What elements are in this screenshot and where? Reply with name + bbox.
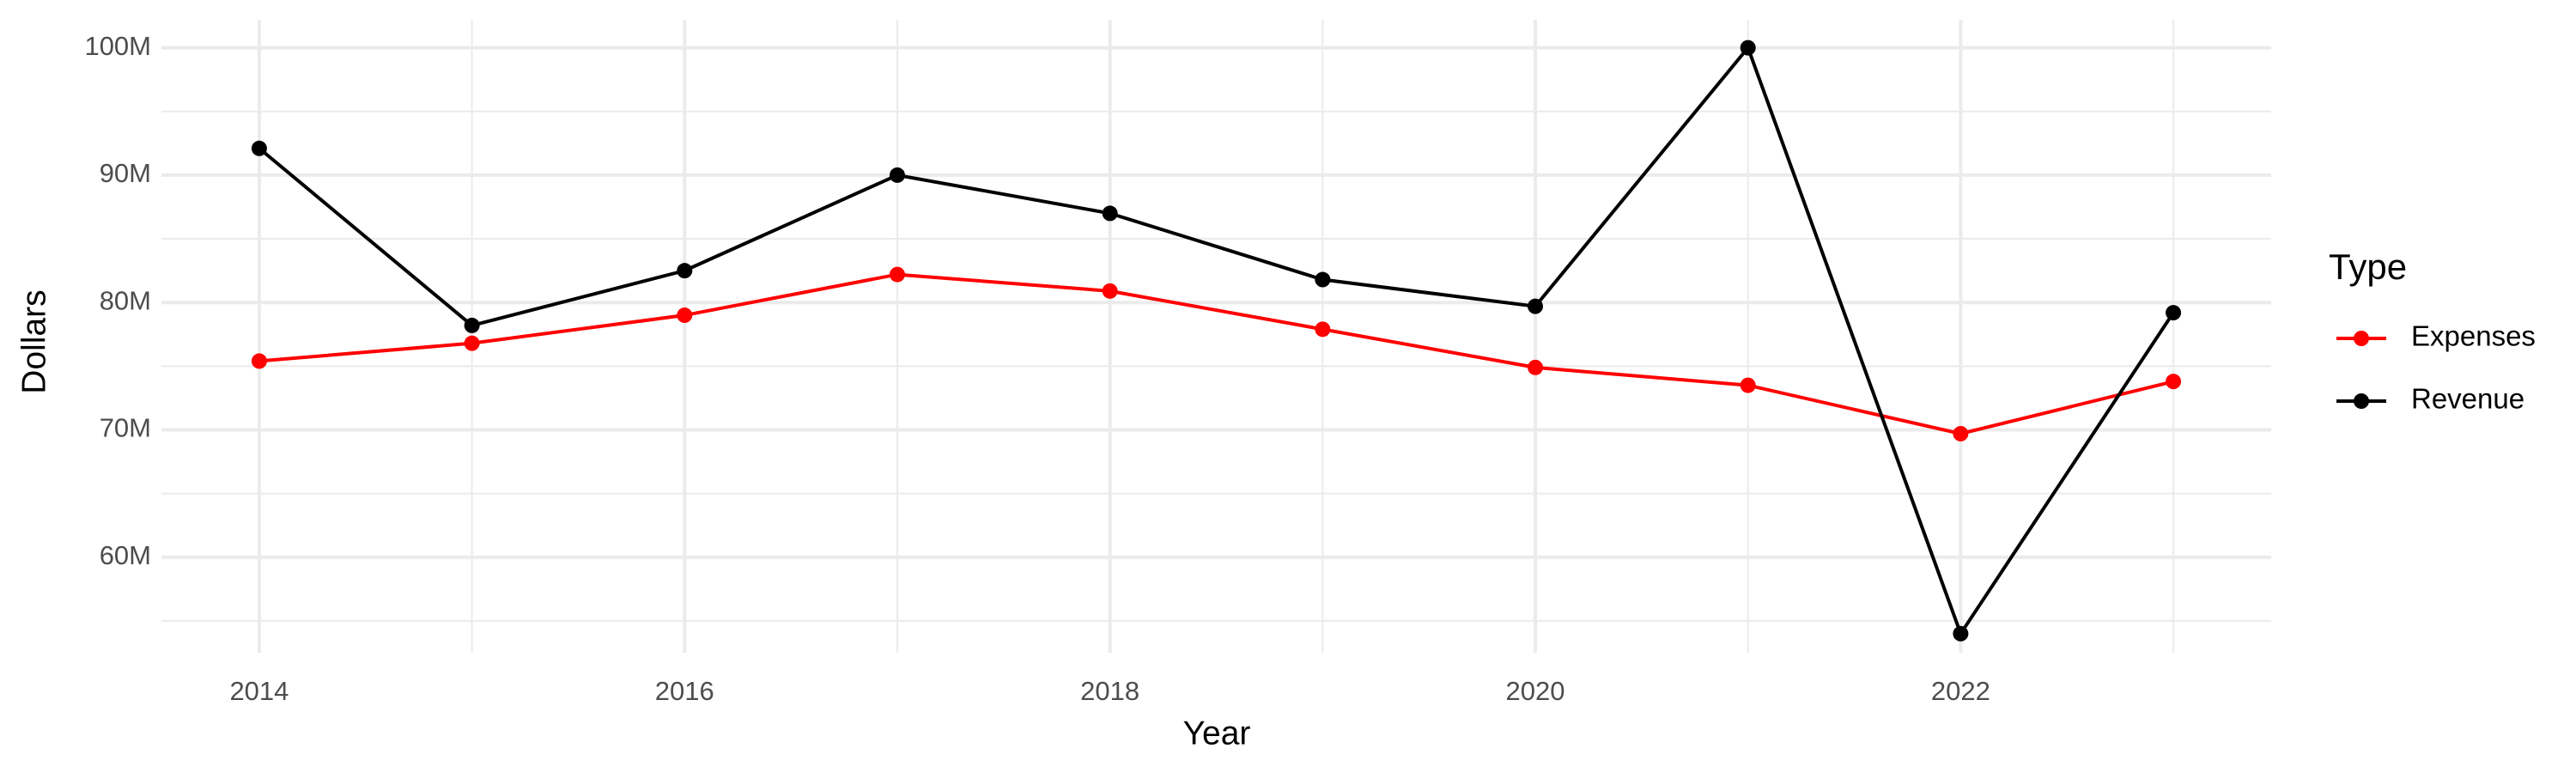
data-point: [2166, 305, 2182, 321]
x-tick-label: 2020: [1506, 676, 1565, 706]
data-point: [1740, 40, 1756, 56]
data-point: [1528, 359, 1544, 375]
y-axis-title: Dollars: [15, 289, 52, 393]
data-point: [677, 307, 693, 324]
x-tick-label: 2014: [229, 676, 289, 706]
data-point: [889, 167, 905, 183]
data-point: [1528, 298, 1544, 314]
x-tick-label: 2016: [655, 676, 714, 706]
data-point: [251, 140, 267, 156]
plot-area: [251, 40, 2182, 642]
data-point: [1102, 283, 1118, 299]
legend-key-point: [2354, 331, 2369, 346]
y-tick-label: 60M: [100, 540, 151, 570]
y-tick-label: 70M: [100, 413, 151, 443]
x-tick-label: 2018: [1080, 676, 1139, 706]
legend-key-point: [2354, 393, 2369, 409]
y-tick-label: 90M: [100, 158, 151, 188]
data-point: [1102, 205, 1118, 222]
data-point: [1315, 321, 1331, 338]
data-point: [464, 335, 480, 351]
legend-title: Type: [2329, 247, 2407, 287]
series-line: [258, 272, 2174, 435]
data-point: [1315, 271, 1331, 288]
legend-label: Revenue: [2411, 383, 2524, 415]
data-point: [677, 263, 693, 279]
x-axis-title: Year: [1183, 715, 1251, 752]
data-point: [251, 353, 267, 369]
data-point: [2166, 374, 2182, 390]
grid: [161, 20, 2271, 653]
data-point: [1953, 625, 1969, 642]
legend-label: Expenses: [2411, 320, 2536, 352]
x-tick-label: 2022: [1931, 676, 1990, 706]
data-point: [1740, 377, 1756, 393]
series-line: [258, 44, 2175, 638]
data-point: [464, 317, 480, 333]
data-point: [889, 266, 905, 283]
data-point: [1953, 425, 1969, 441]
legend: Type Expenses Revenue: [2329, 247, 2536, 415]
y-tick-label: 80M: [100, 285, 151, 315]
y-tick-label: 100M: [84, 31, 151, 61]
